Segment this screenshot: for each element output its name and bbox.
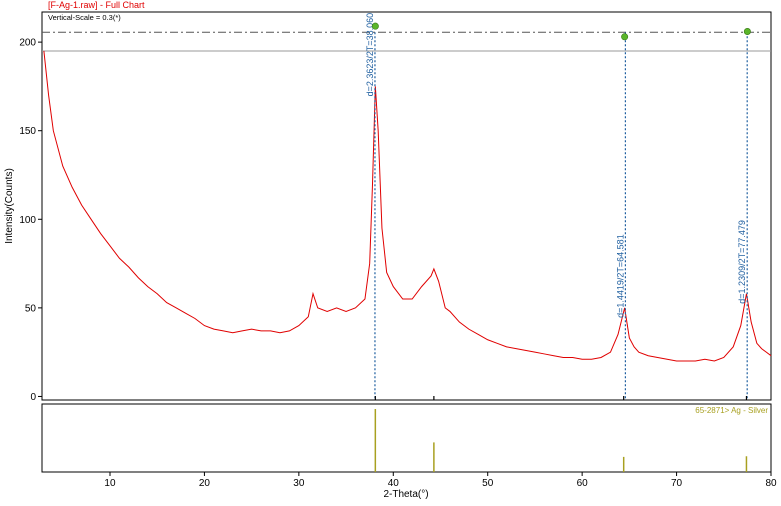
peak-marker <box>743 27 751 35</box>
x-tick-label: 50 <box>482 478 494 489</box>
x-axis-title: 2-Theta(°) <box>383 489 428 500</box>
peak-label: d=1.4419/2T=64.581 <box>615 234 625 318</box>
reference-frame <box>41 403 772 473</box>
x-tick-label: 40 <box>388 478 400 489</box>
plot-frame <box>41 11 772 401</box>
peak-marker <box>371 22 379 30</box>
x-tick-label: 30 <box>293 478 305 489</box>
y-tick-label: 50 <box>25 303 37 314</box>
x-tick-label: 80 <box>765 478 777 489</box>
x-tick-label: 20 <box>199 478 211 489</box>
x-tick-label: 10 <box>104 478 116 489</box>
peak-marker <box>621 33 629 41</box>
chart-subtitle: Vertical-Scale = 0.3(*) <box>48 13 121 22</box>
y-tick-label: 0 <box>30 392 36 403</box>
y-tick-label: 200 <box>19 38 36 49</box>
intensity-line <box>43 50 772 362</box>
x-tick-label: 60 <box>577 478 589 489</box>
reference-label: 65-2871> Ag - Silver <box>695 406 768 415</box>
y-tick-label: 150 <box>19 126 36 137</box>
y-axis-title: Intensity(Counts) <box>4 168 15 244</box>
y-tick-label: 100 <box>19 215 36 226</box>
chart-title: [F-Ag-1.raw] - Full Chart <box>48 0 145 10</box>
x-tick-label: 70 <box>671 478 683 489</box>
peak-label: d=2.3623/2T=38.060 <box>365 13 375 97</box>
peak-label: d=1.2309/2T=77.479 <box>737 220 747 304</box>
